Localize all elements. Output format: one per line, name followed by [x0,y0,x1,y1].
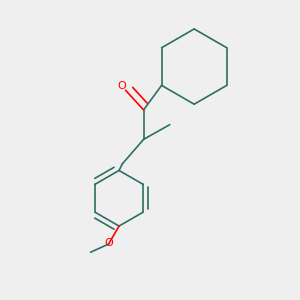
Text: O: O [117,81,126,92]
Text: O: O [105,238,114,248]
